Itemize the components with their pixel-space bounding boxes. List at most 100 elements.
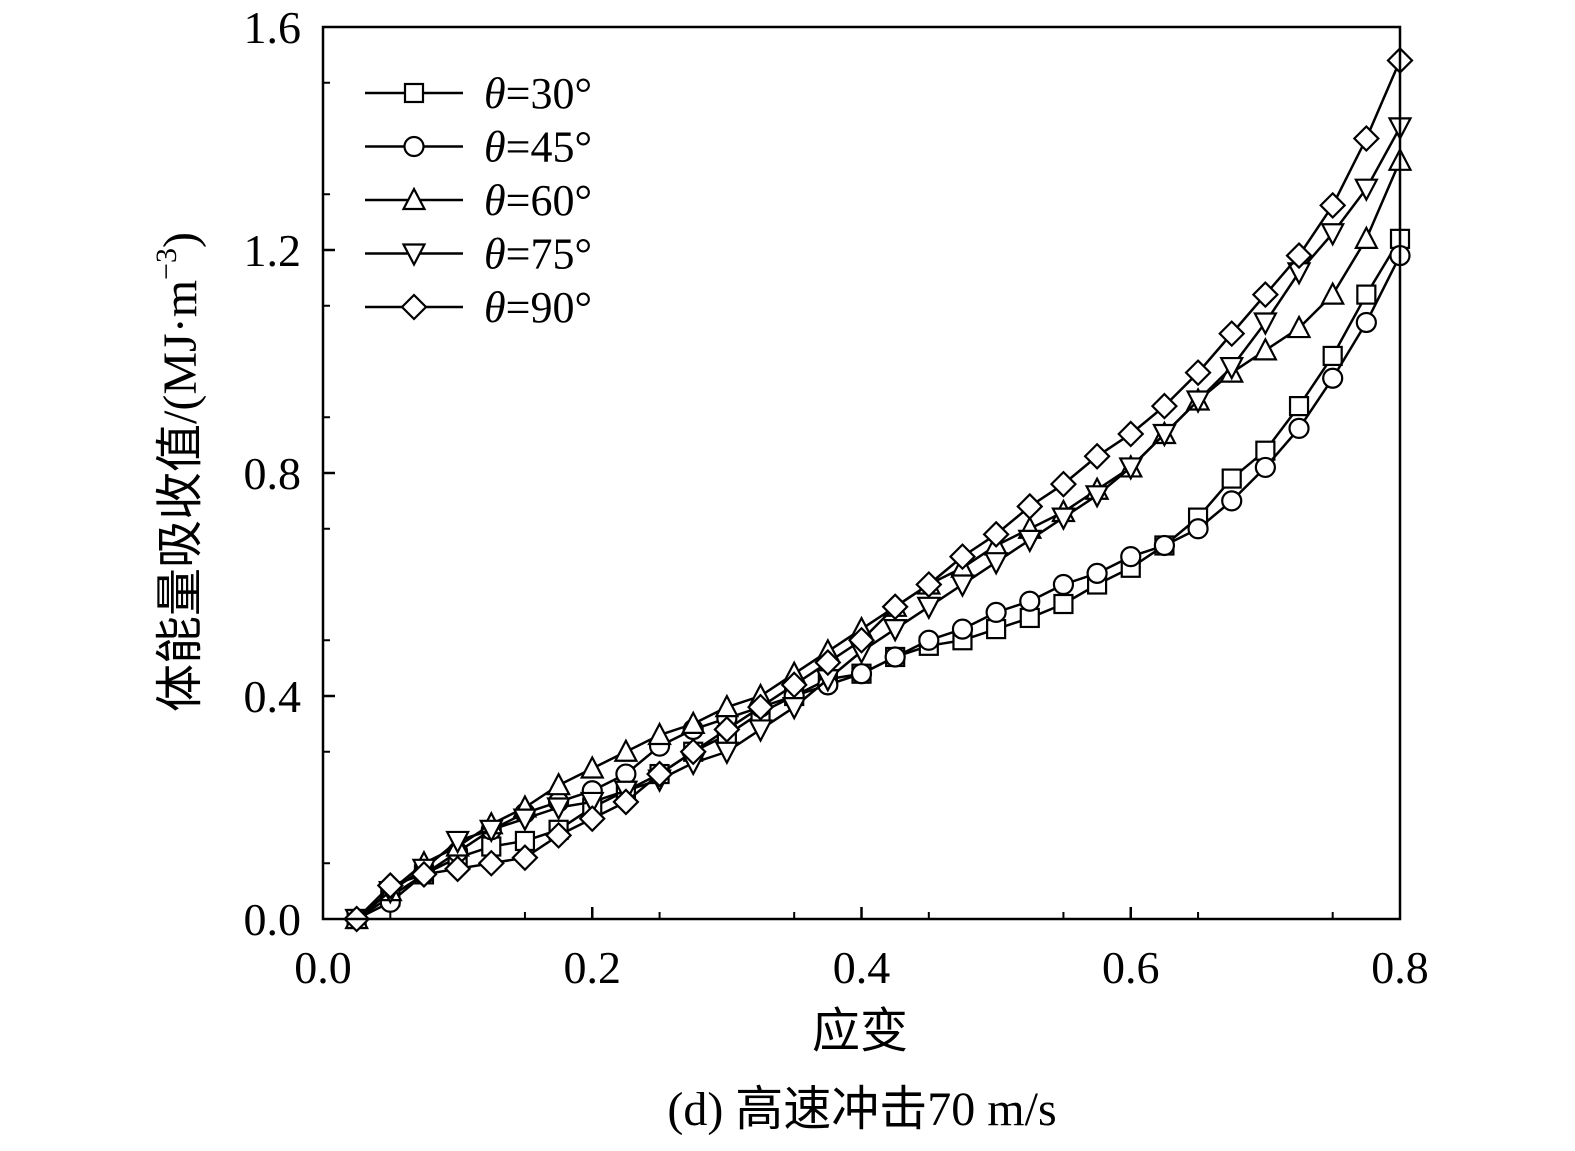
data-point xyxy=(1185,390,1211,414)
data-point xyxy=(579,791,605,816)
data-point xyxy=(680,710,706,734)
data-point xyxy=(1322,345,1343,367)
legend-label-theta: θ xyxy=(484,123,506,172)
legend-marker xyxy=(403,82,425,104)
data-point xyxy=(1221,468,1242,489)
legend-label: θ=45° xyxy=(484,123,592,172)
data-point xyxy=(916,596,942,621)
data-point xyxy=(1352,124,1380,153)
data-point xyxy=(1152,423,1177,448)
x-axis-title: 应变 xyxy=(812,1005,908,1058)
data-point xyxy=(1218,320,1246,348)
data-point xyxy=(1049,470,1077,498)
y-axis-title-close: ) xyxy=(154,232,207,248)
legend-marker xyxy=(403,135,425,158)
data-point xyxy=(1187,518,1209,540)
data-point xyxy=(982,520,1010,548)
data-point xyxy=(1254,456,1276,479)
data-point xyxy=(1150,392,1178,420)
data-point xyxy=(579,755,605,779)
data-point xyxy=(714,693,740,718)
data-point xyxy=(1120,546,1142,568)
data-point xyxy=(612,788,640,816)
data-point xyxy=(1053,593,1074,615)
data-point xyxy=(445,830,470,855)
legend-label-theta: θ xyxy=(484,69,506,118)
data-point xyxy=(1253,312,1278,336)
data-point xyxy=(1184,359,1212,387)
data-point xyxy=(376,871,404,900)
data-point xyxy=(1016,492,1044,521)
legend-label: θ=30° xyxy=(484,69,592,118)
axes: 0.0 0.2 0.4 0.6 0.8 0.0 0.4 0.8 1.2 1.6 xyxy=(244,2,1429,993)
data-point xyxy=(1285,242,1313,270)
data-point xyxy=(951,618,974,640)
data-point xyxy=(748,719,773,743)
data-point xyxy=(850,663,873,685)
data-point xyxy=(1153,534,1176,557)
legend-label: θ=60° xyxy=(484,176,592,225)
legend-item-3: θ=60° xyxy=(365,176,592,225)
data-point xyxy=(646,760,674,788)
legend-marker xyxy=(401,243,427,267)
y-axis-title-superscript: −3 xyxy=(150,248,183,280)
data-point xyxy=(647,721,672,746)
data-point xyxy=(1117,420,1145,448)
y-tick-label: 0.8 xyxy=(244,448,302,499)
plot-area xyxy=(343,46,1414,933)
series-5 xyxy=(343,46,1414,933)
legend-marker xyxy=(400,293,428,321)
data-point xyxy=(1322,367,1344,389)
legend-label-value: =90° xyxy=(506,283,592,332)
data-point xyxy=(746,693,775,721)
figure-caption: (d) 高速冲击70 m/s xyxy=(667,1083,1056,1136)
legend-item-2: θ=45° xyxy=(365,123,592,172)
y-tick-label: 0.0 xyxy=(244,894,302,945)
data-point xyxy=(780,671,808,699)
data-point xyxy=(679,738,707,766)
series-2 xyxy=(346,244,1411,930)
legend-label-value: =60° xyxy=(506,176,592,225)
legend-label-value: =45° xyxy=(506,123,592,172)
series-line xyxy=(356,255,1402,921)
data-point xyxy=(1356,284,1377,305)
data-point xyxy=(1083,442,1111,470)
x-tick-label: 0.4 xyxy=(833,942,891,993)
data-point xyxy=(714,741,740,766)
data-point xyxy=(881,593,909,621)
data-point xyxy=(511,844,539,872)
data-point xyxy=(713,715,741,744)
data-point xyxy=(1354,225,1379,249)
data-point xyxy=(1319,191,1347,219)
data-point xyxy=(950,574,975,598)
x-tick-label: 0.0 xyxy=(294,942,352,993)
data-point xyxy=(1286,314,1312,339)
data-point xyxy=(1084,485,1110,509)
legend-label-value: =30° xyxy=(506,69,592,118)
data-point xyxy=(1052,573,1075,596)
data-point xyxy=(444,855,472,883)
y-tick-label: 1.2 xyxy=(244,225,302,276)
legend-marker xyxy=(401,186,427,211)
legend: θ=30°θ=45°θ=60°θ=75°θ=90° xyxy=(365,69,592,332)
data-point xyxy=(1354,178,1379,203)
data-point xyxy=(814,648,842,677)
data-point xyxy=(1251,281,1279,309)
data-point xyxy=(1253,336,1278,361)
data-point xyxy=(915,570,943,599)
data-point xyxy=(1086,562,1108,584)
data-point xyxy=(983,552,1009,576)
data-point xyxy=(1019,590,1041,612)
legend-label-theta: θ xyxy=(484,283,506,332)
x-tick-label: 0.6 xyxy=(1102,942,1160,993)
data-point xyxy=(613,738,639,762)
data-point xyxy=(948,543,977,571)
y-axis-title-main: 体能量吸收值/(MJ·m xyxy=(154,280,207,712)
legend-item-4: θ=75° xyxy=(365,230,592,279)
data-point xyxy=(1288,396,1310,417)
data-point xyxy=(1219,356,1245,381)
legend-item-5: θ=90° xyxy=(365,283,592,332)
data-point xyxy=(1118,457,1144,481)
data-point xyxy=(1355,311,1377,334)
